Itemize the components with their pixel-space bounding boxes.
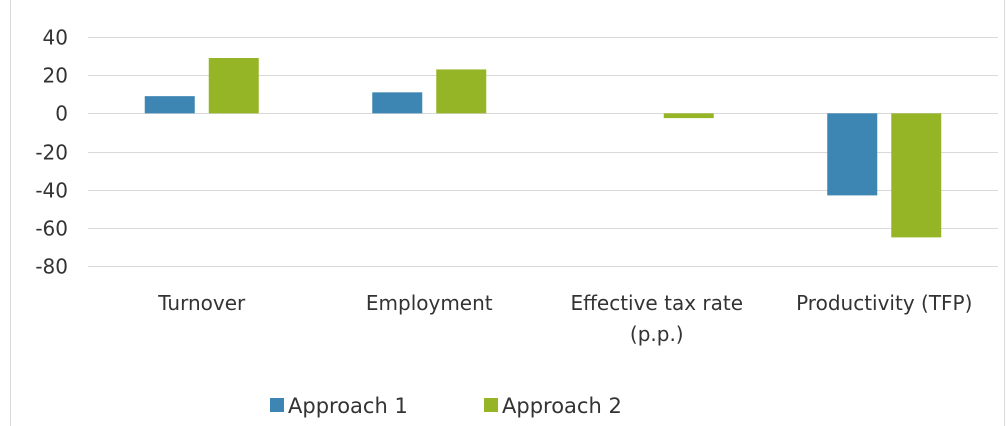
y-tick-label: -60 [35,217,68,241]
y-tick-label: 0 [55,102,68,126]
y-tick-label: 40 [43,26,68,50]
y-tick-label: -20 [35,141,68,165]
bar-1 [372,92,423,114]
bar-2 [891,113,942,238]
y-tick-label: -40 [35,179,68,203]
bar-2 [663,113,714,119]
y-axis-tick-labels: 40 20 0 -20 -40 -60 -80 [35,26,68,279]
x-category-label: Employment [366,291,493,315]
bars [144,57,942,238]
legend-swatch [270,398,284,412]
bar-1 [827,113,878,196]
x-axis-category-labels: Turnover Employment Effective tax rate (p.p… [157,291,972,346]
bar-2 [436,69,487,114]
x-category-label: Turnover [157,291,246,315]
x-category-label: Productivity (TFP) [796,291,972,315]
bar-1 [144,96,195,114]
legend-label: Approach 2 [502,394,622,418]
y-tick-label: 20 [43,64,68,88]
chart-frame [10,0,1005,426]
x-category-label: Effective tax rate [570,291,743,315]
legend: Approach 1 Approach 2 [270,394,622,418]
legend-swatch [484,398,498,412]
x-category-label: (p.p.) [630,322,684,346]
bar-2 [208,57,259,114]
legend-label: Approach 1 [288,394,408,418]
y-tick-label: -80 [35,255,68,279]
